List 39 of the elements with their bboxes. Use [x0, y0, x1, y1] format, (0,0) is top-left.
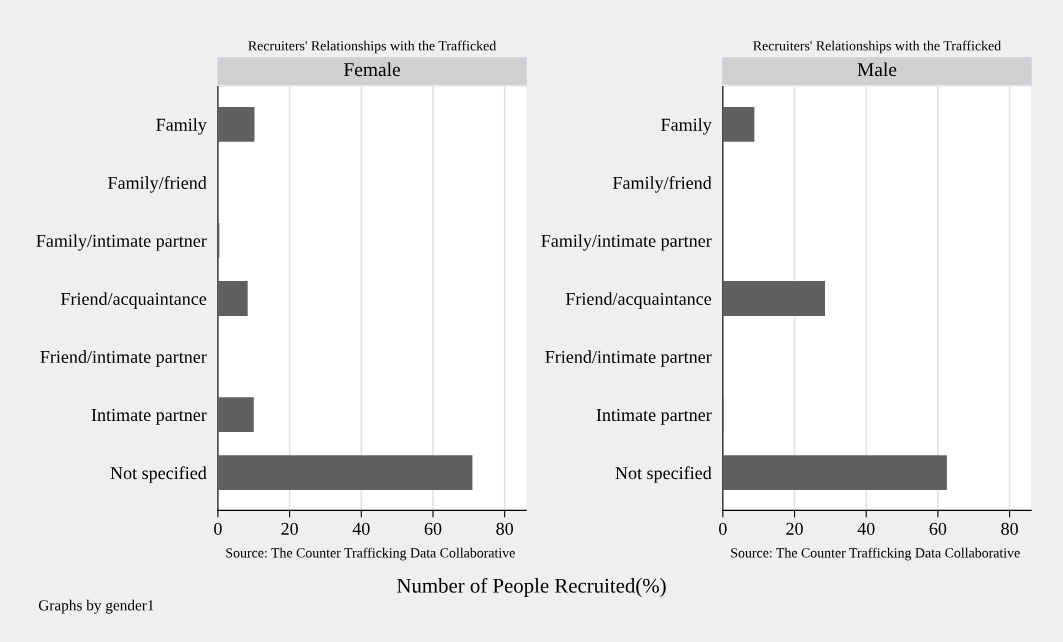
bar [722, 106, 755, 142]
y-tick-label: Friend/intimate partner [545, 350, 712, 367]
y-tick-label: Intimate partner [596, 408, 712, 425]
y-tick-label: Family/intimate partner [36, 234, 207, 251]
y-tick-label: Friend/acquaintance [60, 292, 207, 309]
x-tick-label: 80 [496, 522, 514, 535]
chart-subtitle: Male [857, 62, 897, 77]
source-note: Source: The Counter Trafficking Data Collaborative [731, 547, 1020, 561]
y-tick-label: Family/intimate partner [541, 234, 712, 251]
x-tick-label: 0 [214, 522, 222, 535]
chart-title: Recruiters' Relationships with the Trafficked [753, 40, 1001, 54]
x-axis-title: Number of People Recruited(%) [397, 577, 666, 597]
bar [217, 106, 255, 142]
bar [722, 455, 947, 491]
y-tick-label: Family [156, 118, 207, 135]
source-note: Source: The Counter Trafficking Data Collaborative [226, 547, 515, 561]
y-tick-label: Friend/intimate partner [40, 350, 207, 367]
bar [217, 397, 254, 433]
y-tick-label: Family/friend [612, 176, 712, 193]
chart-subtitle: Female [343, 62, 400, 77]
y-tick-label: Family [661, 118, 712, 135]
x-tick-label: 80 [1001, 522, 1018, 535]
chart-title: Recruiters' Relationships with the Trafficked [248, 40, 497, 54]
text: Graphs by gender1 [38, 599, 154, 614]
y-tick-label: Not specified [110, 466, 207, 483]
y-tick-label: Not specified [615, 466, 712, 483]
bar [722, 281, 825, 316]
x-tick-label: 0 [719, 522, 727, 535]
y-tick-label: Friend/acquaintance [565, 292, 712, 309]
bar [217, 455, 473, 491]
bar [217, 281, 248, 316]
x-tick-label: 40 [857, 522, 875, 535]
y-tick-label: Family/friend [108, 176, 207, 193]
x-tick-label: 20 [786, 522, 803, 535]
x-tick-label: 60 [424, 522, 442, 535]
x-tick-label: 20 [281, 522, 298, 535]
x-tick-label: 60 [929, 522, 947, 535]
x-tick-label: 40 [352, 522, 370, 535]
y-tick-label: Intimate partner [91, 408, 207, 425]
